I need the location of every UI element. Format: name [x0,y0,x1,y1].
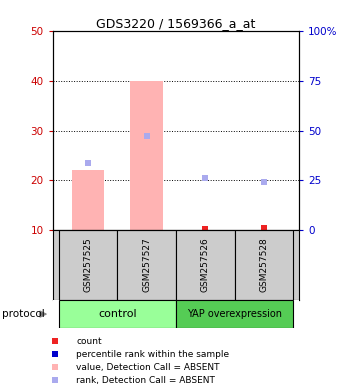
Bar [58,300,176,328]
Text: rank, Detection Call = ABSENT: rank, Detection Call = ABSENT [76,376,215,384]
Text: GSM257526: GSM257526 [201,238,210,292]
Text: protocol: protocol [2,309,45,319]
Text: count: count [76,337,102,346]
Text: control: control [98,309,137,319]
Text: GSM257528: GSM257528 [259,238,269,292]
Text: value, Detection Call = ABSENT: value, Detection Call = ABSENT [76,362,220,372]
Bar [72,170,104,230]
Title: GDS3220 / 1569366_a_at: GDS3220 / 1569366_a_at [96,17,256,30]
Text: GSM257525: GSM257525 [83,238,92,292]
Bar [131,81,163,230]
Text: percentile rank within the sample: percentile rank within the sample [76,350,230,359]
Bar [235,230,293,300]
Bar [117,230,176,300]
Text: YAP overexpression: YAP overexpression [187,309,282,319]
Bar [58,230,117,300]
Text: GSM257527: GSM257527 [142,238,151,292]
Bar [176,230,235,300]
Bar [176,300,293,328]
